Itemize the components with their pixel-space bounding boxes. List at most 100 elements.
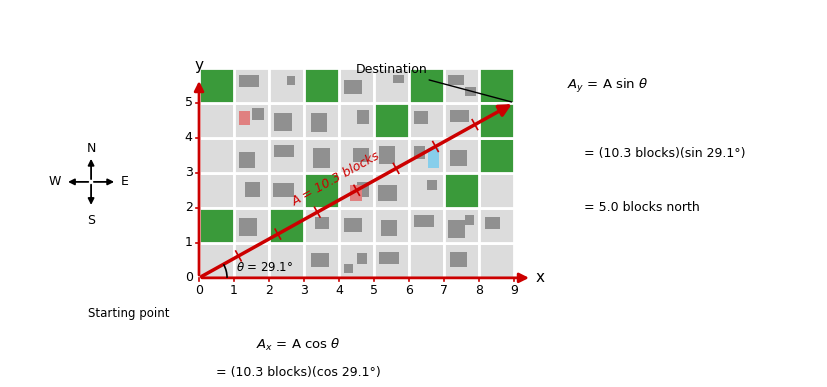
Bar [449,150,466,166]
Bar [444,173,479,208]
Bar [409,138,444,173]
Bar [339,243,374,278]
Bar [198,68,234,103]
Bar [479,173,514,208]
Bar [304,68,339,103]
Bar [239,218,256,236]
Bar [198,68,234,103]
Bar [374,103,409,138]
Bar [239,75,258,87]
Bar [198,103,234,138]
Bar [198,208,234,243]
Text: Starting point: Starting point [88,307,170,320]
Bar [379,252,399,264]
Bar [314,217,328,229]
Bar [304,68,339,103]
Text: 1: 1 [230,284,237,297]
Bar [311,113,327,132]
Bar [286,76,295,85]
Bar [339,173,374,208]
Text: y: y [194,58,203,73]
Bar [313,148,330,168]
Text: = (10.3 blocks)(cos 29.1°): = (10.3 blocks)(cos 29.1°) [216,366,380,379]
Bar [274,145,294,157]
Bar [444,138,479,173]
Text: 0: 0 [184,271,193,284]
Text: x: x [535,271,543,285]
Bar [393,75,404,84]
Bar [304,103,339,138]
Bar [198,243,234,278]
Text: $A_x$ = A cos $\theta$: $A_x$ = A cos $\theta$ [256,337,340,353]
Bar [269,68,304,103]
Text: 1: 1 [184,236,193,249]
Text: 6: 6 [404,284,413,297]
Text: E: E [121,175,128,188]
Text: 2: 2 [265,284,273,297]
Bar [414,147,424,159]
Bar [344,80,361,94]
Bar [479,208,514,243]
Bar [409,68,444,103]
Text: = (10.3 blocks)(sin 29.1°): = (10.3 blocks)(sin 29.1°) [583,147,744,160]
Text: 0: 0 [195,284,203,297]
Bar [449,110,468,122]
Bar [484,217,500,229]
Bar [356,182,369,197]
Text: 8: 8 [475,284,483,297]
Text: $A_y$ = A sin $\theta$: $A_y$ = A sin $\theta$ [566,77,648,96]
Bar [274,113,291,131]
Bar [269,138,304,173]
Bar [269,103,304,138]
Bar [251,108,264,120]
Text: 5: 5 [184,96,193,109]
Bar [269,243,304,278]
Bar [447,220,465,238]
Bar [239,152,255,168]
Bar [409,68,444,103]
Text: N: N [86,142,96,155]
Text: 2: 2 [184,201,193,214]
Bar [426,180,437,190]
Bar [349,185,361,201]
Bar [272,183,294,197]
Bar [356,253,366,264]
Bar [374,173,409,208]
Text: W: W [49,175,61,188]
Text: 3: 3 [300,284,308,297]
Bar [234,138,269,173]
Bar [409,103,444,138]
Bar [414,111,428,124]
Bar [379,147,394,164]
Text: S: S [87,214,95,227]
Bar [269,173,304,208]
Text: Destination: Destination [356,63,511,102]
Bar [479,68,514,103]
Bar [444,243,479,278]
Text: A = 10.3 blocks: A = 10.3 blocks [289,150,382,209]
Bar [304,208,339,243]
Bar [304,243,339,278]
Bar [447,75,463,85]
Bar [479,138,514,173]
Bar [339,68,374,103]
Bar [339,208,374,243]
Bar [234,68,269,103]
Text: 5: 5 [370,284,378,297]
Bar [198,138,234,173]
Bar [479,243,514,278]
Bar [304,173,339,208]
Bar [269,208,304,243]
Bar [269,208,304,243]
Bar [374,138,409,173]
Bar [304,138,339,173]
Bar [198,208,234,243]
Bar [356,110,369,124]
Bar [479,138,514,173]
Bar [374,243,409,278]
Text: 4: 4 [184,131,193,144]
Bar [239,111,250,125]
Bar [409,173,444,208]
Bar [374,68,409,103]
Bar [234,208,269,243]
